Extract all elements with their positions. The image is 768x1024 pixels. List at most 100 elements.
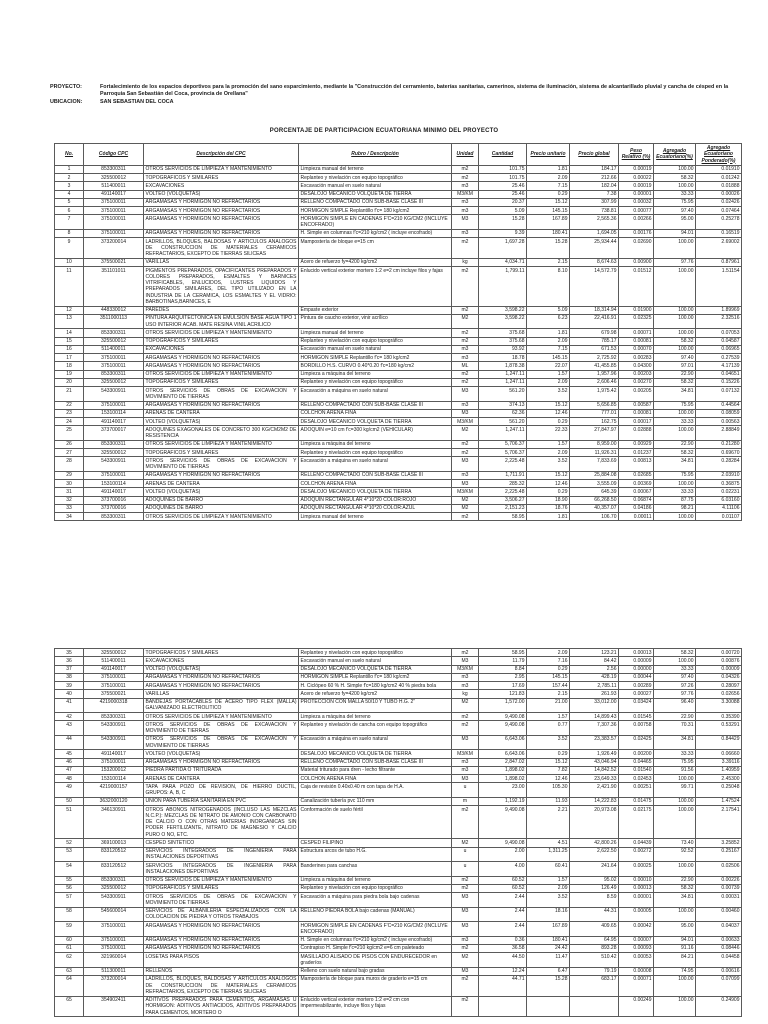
table-cell: Excavación a máquina para piedra bola ba… (298, 892, 452, 908)
table-cell: 97.76 (653, 689, 696, 699)
document-header: PROYECTO: Fortalecimiento de los espacio… (50, 84, 738, 106)
table-cell: 0.00007 (618, 935, 654, 945)
table-cell: 4 (54, 189, 84, 199)
table-cell: 1,697.28 (478, 237, 527, 259)
table-cell: 0.04587 (695, 336, 742, 346)
table-cell: HORMIGON SIMPLE Replantillo f'c= 180 kg/… (298, 352, 452, 363)
table-row: 7 375100011 ARGAMASAS Y HORMIGON NO REFRAC… (54, 214, 742, 230)
table-cell: Limpieza manual del terreno (298, 164, 452, 175)
table-cell: 0.02425 (618, 734, 654, 751)
table-cell: 375100011 (83, 757, 144, 767)
table-row: 25 373700017 ADOQUINES EXAGONALES DE CONCR… (54, 425, 742, 441)
table-cell: 15.28 (478, 214, 527, 230)
table-cell: BANDEJAS PORTACABLES DE ACERO TIPO FLEX … (143, 697, 299, 713)
table-cell: 100.00 (653, 995, 696, 1018)
table-cell: 0.00093 (618, 943, 654, 954)
table-cell: H. Simple en columnas f'c=210 kg/cm2 ( i… (298, 935, 452, 945)
table-row: 20 325500012 TOPOGRAFICOS Y SIMILARES Repla… (54, 377, 742, 388)
table-cell: m2 (451, 720, 479, 736)
table-cell: 0.04037 (695, 921, 742, 937)
table-cell: 448330012 (83, 305, 144, 315)
table-cell: 2,225.48 (478, 456, 527, 472)
table-cell: ADOQUIN RECTANGULAR 4*10*20 COLOR:AZUL (298, 503, 452, 514)
table-row: 59 375100011 ARGAMASAS Y HORMIGON NO REFRA… (54, 921, 742, 937)
table-cell: 325500012 (83, 172, 144, 183)
table-cell: 511400011 (83, 344, 144, 355)
table-cell: Mampostería de bloque e=15 cm (298, 237, 452, 259)
table-cell: M2 (451, 952, 479, 968)
table-cell: 182.04 (569, 181, 619, 191)
table-cell: 375100011 (83, 228, 144, 239)
table-cell: 100.00 (653, 796, 696, 807)
table-cell: 0.16519 (695, 228, 742, 239)
table-cell: 0.00203 (618, 369, 654, 379)
project-row: PROYECTO: Fortalecimiento de los espacio… (50, 84, 738, 99)
table-cell: 351101011 (83, 266, 144, 307)
table-cell: Material triturado para dren - lecho fil… (298, 765, 452, 776)
table-cell: Replanteo y nivelación con equipo topogr… (298, 336, 452, 346)
table-cell: Enlucido vertical exterior mortero 1:2 e… (298, 995, 452, 1018)
table-cell: 100.00 (653, 181, 696, 191)
table-cell: 145.15 (526, 205, 570, 216)
table-cell: 12.46 (526, 408, 570, 419)
table-cell: 261.93 (569, 689, 619, 699)
table-cell: ARGAMASAS Y HORMIGON NO REFRACTARIOS (143, 361, 299, 371)
table-row: 64 373200014 LADRILLOS, BLOQUES, BALDOSAS … (54, 974, 742, 997)
table-cell: Limpieza a máquina del terreno (298, 711, 452, 722)
table-cell: Acero de refuerzo fy=4200 kg/cm2 (298, 689, 452, 699)
cpc-table-block1: No. Código CPC Descripción del CPC Rubro / … (54, 143, 742, 522)
table-cell: 1.57 (526, 439, 570, 450)
table-cell: OTROS SERVICIOS DE OBRAS DE EXCAVACION Y… (143, 456, 299, 472)
table-cell: 1,878.38 (478, 361, 527, 371)
table-row: 14 853300311 OTROS SERVICIOS DE LIMPIEZA Y… (54, 328, 742, 338)
table-cell: 44.71 (478, 974, 527, 997)
table-cell: 3511000113 (83, 313, 144, 330)
table-cell: 0.00081 (618, 408, 654, 419)
table-cell: 15.28 (526, 237, 570, 259)
table-cell: 561.20 (478, 416, 527, 427)
table-cell: 7.38 (569, 189, 619, 199)
table-cell: 6.03160 (695, 495, 742, 505)
table-cell: ARGAMASAS Y HORMIGON NO REFRACTARIOS (143, 935, 299, 945)
table-cell: VARILLAS (143, 257, 299, 268)
table-cell: 1,975.42 (569, 386, 619, 402)
table-cell: TOPOGRAFICOS Y SIMILARES (143, 647, 299, 658)
table-cell: ARGAMASAS Y HORMIGON NO REFRACTARIOS (143, 943, 299, 954)
table-cell: 0.00013 (618, 883, 654, 894)
table-cell: 167.89 (526, 214, 570, 230)
table-cell: 0.00026 (695, 189, 742, 199)
table-cell: m3 (451, 205, 479, 216)
table-cell: 23.00 (478, 782, 527, 798)
table-cell: 84.21 (653, 952, 696, 968)
table-cell: 79.19 (569, 966, 619, 976)
table-cell: 43,046.94 (569, 757, 619, 767)
table-cell: 26 (54, 439, 84, 450)
table-cell: 0.29 (526, 664, 570, 674)
table-cell: 325500012 (83, 447, 144, 458)
table-cell: 0.00289 (618, 680, 654, 691)
table-cell: 97.40 (653, 352, 696, 363)
table-row: 2 325500012 TOPOGRAFICOS Y SIMILARES Replan… (54, 172, 742, 183)
table-cell: 75.95 (653, 197, 696, 208)
table-cell: M3/KM (451, 416, 479, 427)
table-cell: 543300911 (83, 386, 144, 402)
column-header: Peso Relativo (%) (618, 143, 654, 166)
table-cell: 36.58 (478, 943, 527, 954)
table-cell: 285.32 (478, 478, 527, 489)
table-cell: 0.00010 (618, 875, 654, 885)
table-cell: 1,799.11 (478, 266, 527, 307)
table-cell: 375100011 (83, 197, 144, 208)
table-cell: 25,884.08 (569, 470, 619, 481)
table-cell: PIGMENTOS PREPARADOS, OPACIFICANTES PREP… (143, 266, 299, 307)
table-cell: 0.00000 (618, 664, 654, 674)
table-cell: 5 (54, 197, 84, 208)
table-cell: 373700016 (83, 495, 144, 505)
table-cell: 0.36 (478, 935, 527, 945)
table-cell: 22,416.91 (569, 313, 619, 330)
table-cell: 0.00027 (618, 689, 654, 699)
table-cell: 18.76 (526, 503, 570, 514)
table-cell: 7.15 (526, 181, 570, 191)
table-cell: 0.04300 (618, 361, 654, 371)
table-cell: 0.02685 (618, 470, 654, 481)
table-cell: 510.42 (569, 952, 619, 968)
